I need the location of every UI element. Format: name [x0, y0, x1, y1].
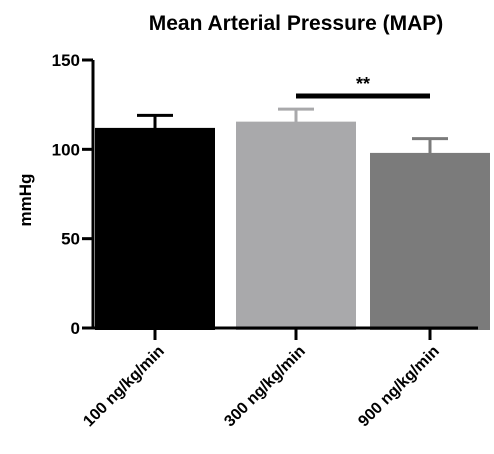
bar-2: [236, 121, 356, 330]
chart-title: Mean Arterial Pressure (MAP): [149, 12, 443, 35]
bar-3: [370, 152, 490, 330]
significance-group: **: [296, 74, 430, 99]
y-ticks-group: 0 50 100 150: [52, 51, 93, 338]
bar-1: [95, 127, 215, 330]
significance-label: **: [356, 74, 370, 94]
x-tick-label-3: 900 ng/kg/min: [355, 343, 442, 430]
x-ticks-group: 100 ng/kg/min 300 ng/kg/min 900 ng/kg/min: [80, 328, 443, 430]
error-bars-group: [137, 107, 448, 155]
y-tick-label-4: 150: [52, 51, 80, 70]
y-tick-label-2: 50: [61, 230, 80, 249]
x-tick-label-2: 300 ng/kg/min: [221, 343, 308, 430]
y-tick-label-3: 100: [52, 140, 80, 159]
x-tick-label-1: 100 ng/kg/min: [80, 343, 167, 430]
y-tick-label-1: 0: [71, 319, 80, 338]
y-axis-title: mmHg: [16, 174, 35, 227]
